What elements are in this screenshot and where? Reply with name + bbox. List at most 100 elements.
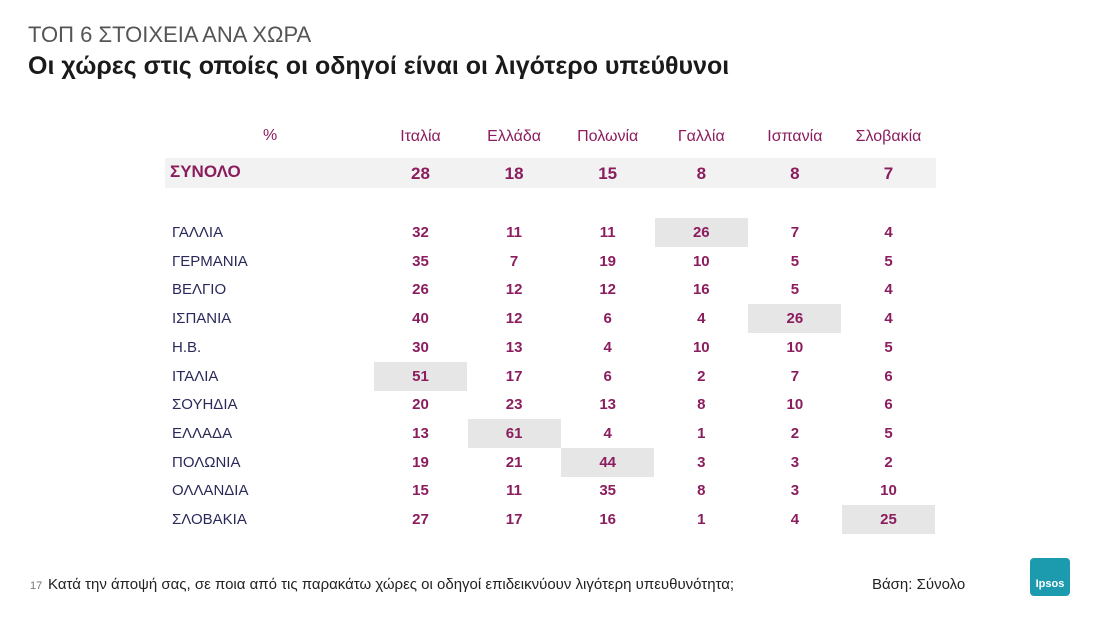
highlight (654, 218, 748, 247)
cell-value: 4 (790, 511, 800, 528)
supertitle: ΤΟΠ 6 ΣΤΟΙΧΕΙΑ ΑΝΑ ΧΩΡΑ (28, 22, 312, 47)
column-header: Ιταλία (400, 128, 441, 145)
cell-value: 16 (692, 281, 710, 299)
cell-value: 5 (884, 424, 893, 442)
cell-value: 61 (505, 424, 523, 442)
cell-value: 12 (505, 310, 523, 328)
cell-value: 23 (505, 396, 523, 414)
total-value: 18 (504, 164, 524, 183)
cell-value: 10 (880, 482, 897, 500)
row-label: ΓΑΛΛΙΑ (172, 224, 224, 241)
cell-value: 11 (506, 482, 523, 500)
cell-value: 2 (697, 367, 706, 385)
total-value: 7 (883, 164, 894, 183)
total-value: 15 (598, 164, 618, 183)
cell-value: 3 (697, 453, 706, 471)
unit: % (263, 127, 278, 144)
total-value: 8 (696, 164, 707, 183)
highlight (748, 304, 842, 334)
cell-value: 10 (692, 252, 710, 270)
cell-value: 4 (603, 424, 612, 442)
cell-value: 6 (603, 367, 612, 385)
page-number: 17 (30, 580, 43, 592)
cell-value: 10 (786, 396, 804, 414)
cell-value: 35 (599, 482, 617, 500)
row-label: ΙΣΠΑΝΙΑ (172, 310, 232, 328)
cell-value: 10 (692, 338, 710, 356)
cell-value: 3 (790, 482, 800, 500)
cell-value: 17 (505, 367, 523, 385)
cell-value: 51 (412, 367, 429, 385)
title: Οι χώρες στις οποίες οι οδηγοί είναι οι … (28, 52, 730, 80)
cell-value: 13 (412, 424, 429, 442)
cell-value: 26 (692, 224, 710, 241)
cell-value: 15 (412, 482, 429, 500)
cell-value: 7 (509, 252, 519, 270)
cell-value: 4 (884, 310, 893, 328)
cell-value: 20 (412, 396, 429, 414)
cell-value: 32 (412, 224, 429, 241)
logo: Ipsos (1030, 558, 1070, 596)
row-label: ΕΛΛΑΔΑ (172, 424, 233, 442)
highlight (842, 505, 935, 534)
cell-value: 2 (884, 453, 893, 471)
cell-value: 12 (505, 281, 523, 299)
cell-value: 5 (790, 252, 800, 270)
row-label: ΓΕΡΜΑΝΙΑ (172, 252, 248, 270)
question: Κατά την άποψή σας, σε ποια από τις παρα… (48, 576, 735, 593)
cell-value: 6 (884, 396, 893, 414)
column-header: Ισπανία (767, 128, 823, 145)
row-label: ΣΟΥΗΔΙΑ (172, 396, 238, 414)
cell-value: 21 (505, 453, 523, 471)
cell-value: 6 (603, 310, 612, 328)
cell-value: 4 (697, 310, 706, 328)
column-header: Γαλλία (677, 128, 725, 145)
highlight (561, 447, 655, 477)
row-label: ΙΤΑΛΙΑ (172, 367, 219, 385)
cell-value: 19 (412, 453, 429, 471)
cell-value: 11 (506, 224, 523, 241)
cell-value: 13 (599, 396, 617, 414)
cell-value: 12 (599, 281, 617, 299)
cell-value: 17 (505, 511, 523, 528)
cell-value: 7 (790, 367, 800, 385)
total-band (165, 158, 936, 188)
row-label: Η.Β. (172, 338, 202, 356)
cell-value: 13 (505, 338, 523, 356)
row-label: ΣΛΟΒΑΚΙΑ (172, 511, 247, 528)
cell-value: 30 (412, 338, 429, 356)
cell-value: 10 (786, 338, 804, 356)
cell-value: 40 (412, 310, 429, 328)
cell-value: 44 (599, 453, 617, 471)
cell-value: 4 (603, 338, 612, 356)
total-label: ΣΥΝΟΛΟ (170, 162, 241, 181)
cell-value: 4 (884, 224, 893, 241)
column-header: Πολωνία (577, 128, 639, 145)
cell-value: 19 (599, 252, 617, 270)
highlight (467, 418, 561, 448)
row-label: ΒΕΛΓΙΟ (172, 281, 227, 299)
cell-value: 1 (697, 424, 706, 442)
highlight (374, 361, 467, 391)
row-label: ΟΛΛΑΝΔΙΑ (172, 482, 249, 500)
cell-value: 1 (697, 511, 706, 528)
cell-value: 8 (697, 396, 706, 414)
cell-value: 2 (790, 424, 800, 442)
total-value: 28 (411, 164, 430, 183)
column-header: Σλοβακία (855, 128, 922, 145)
cell-value: 25 (880, 511, 897, 528)
cell-value: 4 (884, 281, 893, 299)
base: Βάση: Σύνολο (872, 576, 966, 593)
total-value: 8 (790, 164, 800, 183)
cell-value: 8 (697, 482, 706, 500)
cell-value: 5 (790, 281, 800, 299)
cell-value: 35 (412, 252, 429, 270)
cell-value: 5 (884, 252, 893, 270)
cell-value: 16 (599, 511, 617, 528)
cell-value: 5 (884, 338, 893, 356)
column-header: Ελλάδα (487, 128, 542, 145)
cell-value: 3 (790, 453, 800, 471)
cell-value: 7 (790, 224, 800, 241)
cell-value: 6 (884, 367, 893, 385)
